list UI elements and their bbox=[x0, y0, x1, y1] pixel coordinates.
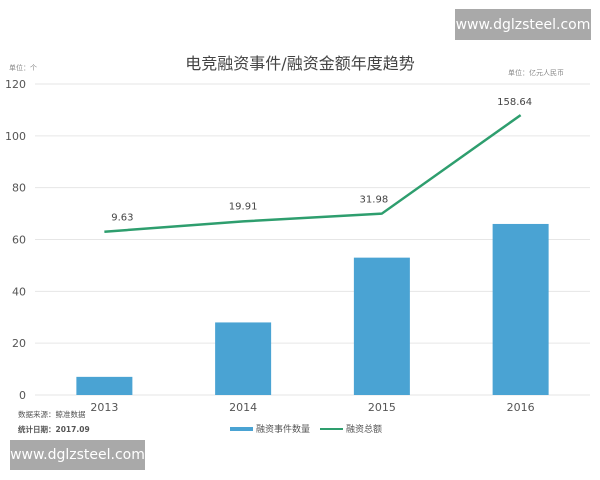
line-data-label: 19.91 bbox=[229, 201, 258, 212]
bar-2015[interactable] bbox=[353, 257, 410, 395]
x-tick-label: 2015 bbox=[368, 401, 396, 414]
y-tick-label: 40 bbox=[12, 285, 26, 298]
total-amount-line bbox=[104, 114, 522, 233]
y-tick-label: 100 bbox=[5, 130, 26, 143]
watermark-bottom: www.dglzsteel.com bbox=[10, 440, 145, 470]
legend-bar-label: 融资事件数量 bbox=[256, 425, 311, 435]
line-data-label: 9.63 bbox=[111, 213, 133, 224]
line-data-label: 158.64 bbox=[497, 97, 532, 108]
legend-item-bar[interactable]: 融资事件数量 bbox=[230, 422, 310, 435]
y-tick-label: 120 bbox=[5, 78, 26, 91]
data-source-note: 数据来源：鲸准数据 bbox=[18, 410, 86, 419]
x-tick-label: 2014 bbox=[229, 401, 257, 414]
x-tick-label: 2013 bbox=[90, 401, 118, 414]
bar-swatch-icon bbox=[230, 426, 253, 431]
stat-date-note: 统计日期：2017.09 bbox=[18, 425, 90, 434]
legend-line-label: 融资总额 bbox=[346, 425, 383, 435]
bar-2016[interactable] bbox=[492, 223, 549, 395]
x-tick-label: 2016 bbox=[507, 401, 535, 414]
y-tick-label: 20 bbox=[12, 337, 26, 350]
line-swatch-icon bbox=[320, 427, 344, 430]
line-data-label: 31.98 bbox=[360, 195, 389, 206]
right-axis-unit: 单位：亿元人民币 bbox=[508, 69, 564, 77]
legend-item-line[interactable]: 融资总额 bbox=[320, 422, 382, 435]
y-tick-label: 80 bbox=[12, 182, 26, 195]
y-tick-label: 60 bbox=[12, 234, 26, 247]
watermark-top: www.dglzsteel.com bbox=[455, 9, 591, 40]
chart-legend: 融资事件数量 融资总额 bbox=[230, 422, 382, 435]
left-axis-unit: 单位：个 bbox=[9, 64, 37, 72]
bar-2014[interactable] bbox=[215, 322, 272, 395]
y-tick-label: 0 bbox=[19, 389, 26, 402]
bar-2013[interactable] bbox=[76, 376, 133, 395]
chart-title: 电竞融资事件/融资金额年度趋势 bbox=[185, 54, 415, 73]
